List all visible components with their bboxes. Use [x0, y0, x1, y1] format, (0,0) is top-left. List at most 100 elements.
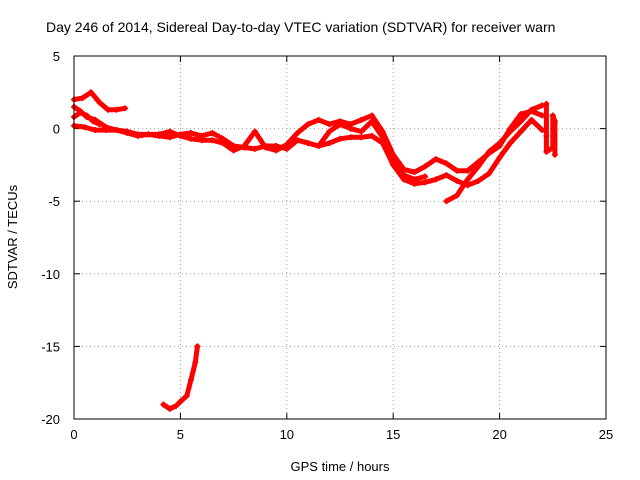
- data-point: [209, 129, 216, 136]
- data-point: [145, 131, 152, 138]
- grid: [74, 56, 606, 419]
- y-axis-label: SDTVAR / TECUs: [5, 184, 20, 289]
- data-point: [517, 111, 524, 118]
- y-tick-label: -5: [48, 194, 60, 209]
- data-point: [326, 140, 333, 147]
- data-point: [113, 127, 120, 134]
- data-point: [475, 177, 482, 184]
- data-point: [88, 89, 95, 96]
- data-point: [294, 129, 301, 136]
- x-axis-label: GPS time / hours: [291, 459, 390, 474]
- data-point: [315, 116, 322, 123]
- data-point: [337, 121, 343, 128]
- x-tick-label: 0: [70, 427, 77, 442]
- series-group: [71, 89, 558, 412]
- data-point: [528, 116, 535, 123]
- data-point: [432, 156, 439, 163]
- data-point: [166, 134, 173, 141]
- series-trace-b: [71, 104, 545, 175]
- data-point: [485, 148, 492, 155]
- y-tick-label: -15: [41, 339, 60, 354]
- data-point: [464, 167, 471, 174]
- data-point: [411, 169, 418, 176]
- chart-title: Day 246 of 2014, Sidereal Day-to-day VTE…: [46, 19, 555, 35]
- x-tick-label: 15: [386, 427, 400, 442]
- data-point: [188, 129, 195, 136]
- data-point: [326, 128, 333, 135]
- data-point: [96, 99, 103, 106]
- data-point: [400, 172, 407, 179]
- data-point: [194, 343, 201, 350]
- data-point: [160, 401, 167, 408]
- data-point: [368, 118, 375, 125]
- data-point: [122, 105, 129, 112]
- y-tick-label: -20: [41, 412, 60, 427]
- data-point: [198, 137, 205, 144]
- data-point: [81, 124, 88, 131]
- data-point: [485, 170, 492, 177]
- data-point: [305, 121, 312, 128]
- data-point: [219, 140, 226, 147]
- data-point: [262, 144, 269, 151]
- data-point: [166, 405, 173, 412]
- data-point: [528, 106, 535, 113]
- data-point: [390, 153, 397, 160]
- series-trace-f: [443, 102, 545, 204]
- data-point: [379, 134, 386, 141]
- data-point: [390, 161, 397, 168]
- data-point: [173, 402, 180, 409]
- data-point: [102, 124, 109, 131]
- data-point: [209, 137, 216, 144]
- data-point: [251, 128, 258, 135]
- data-point: [358, 134, 365, 141]
- data-point: [347, 134, 354, 141]
- data-point: [183, 392, 190, 399]
- data-point: [443, 198, 450, 205]
- data-point: [422, 179, 429, 186]
- data-point: [166, 128, 173, 135]
- x-tick-label: 25: [599, 427, 613, 442]
- data-point: [188, 135, 195, 142]
- data-point: [517, 118, 524, 125]
- data-point: [358, 128, 365, 135]
- data-point: [192, 359, 199, 366]
- data-point: [551, 118, 558, 125]
- data-point: [305, 140, 312, 147]
- data-point: [475, 163, 482, 170]
- data-point: [543, 100, 550, 107]
- data-point: [507, 128, 514, 135]
- data-point: [177, 132, 184, 139]
- data-point: [422, 173, 429, 180]
- data-point: [454, 167, 461, 174]
- data-point: [96, 121, 103, 128]
- data-point: [368, 112, 375, 119]
- data-point: [443, 160, 450, 167]
- data-point: [517, 128, 524, 135]
- data-point: [273, 147, 280, 154]
- data-point: [551, 151, 558, 158]
- data-point: [113, 106, 120, 113]
- data-point: [549, 112, 556, 119]
- data-point: [283, 141, 290, 148]
- data-point: [464, 176, 471, 183]
- y-tick-label: 5: [53, 49, 60, 64]
- data-point: [105, 106, 112, 113]
- data-point: [543, 132, 550, 139]
- x-tick-label: 20: [492, 427, 506, 442]
- data-point: [326, 121, 333, 128]
- x-tick-label: 10: [280, 427, 294, 442]
- y-tick-label: -10: [41, 267, 60, 282]
- data-point: [134, 132, 141, 139]
- data-point: [188, 376, 195, 383]
- data-point: [358, 116, 365, 123]
- data-point: [90, 118, 97, 125]
- data-point: [124, 129, 131, 136]
- data-point: [92, 127, 99, 134]
- data-point: [79, 95, 86, 102]
- data-point: [549, 144, 556, 151]
- data-point: [454, 177, 461, 184]
- data-point: [77, 109, 84, 116]
- data-point: [368, 132, 375, 139]
- data-point: [241, 143, 248, 150]
